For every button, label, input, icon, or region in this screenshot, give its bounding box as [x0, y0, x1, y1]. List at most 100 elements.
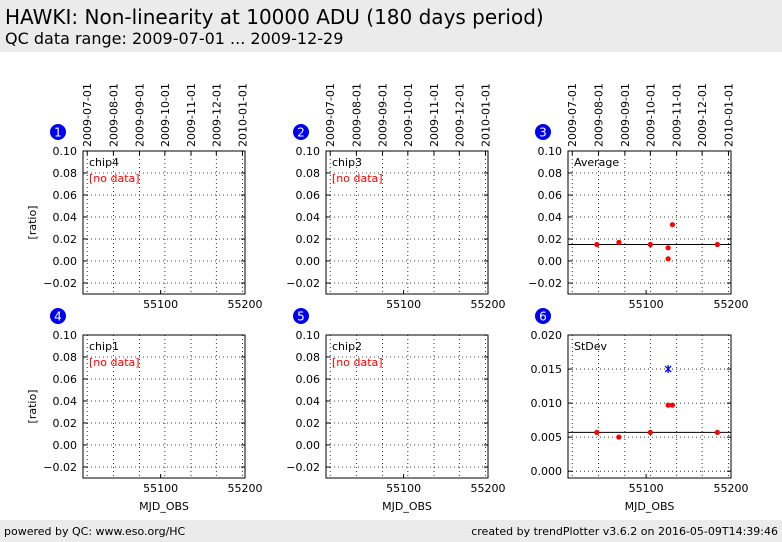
panel-5-ytick-label: −0.02: [286, 461, 320, 474]
panel-2-ytick-label: 0.00: [296, 255, 321, 268]
panel-4-xtick-label: 55100: [143, 482, 178, 495]
panel-1-date-label: 2010-01-01: [236, 83, 249, 147]
panel-6-ytick-label: 0.010: [531, 397, 563, 410]
panel-1-series-label: chip4: [89, 156, 119, 169]
panel-1-xtick-label: 55100: [143, 298, 178, 311]
panel-2-frame: [325, 150, 489, 295]
panel-4-frame: [82, 334, 246, 479]
panel-6-xlabel: MJD_OBS: [625, 500, 675, 513]
panel-2-date-label: 2009-07-01: [324, 83, 337, 147]
panel-1-date-label: 2009-09-01: [134, 83, 147, 147]
panel-1-date-label: 2009-07-01: [81, 83, 94, 147]
panel-6-data-point: [647, 429, 653, 435]
page-subtitle: QC data range: 2009-07-01 ... 2009-12-29: [5, 29, 344, 48]
panel-1-ytick-label: 0.04: [53, 211, 78, 224]
panel-5-ytick-label: 0.02: [296, 417, 321, 430]
panel-1-date-label: 2009-11-01: [185, 83, 198, 147]
panel-5-number-badge-label: 5: [297, 310, 305, 324]
panel-4-ytick-label: 0.04: [53, 395, 78, 408]
panel-2-date-label: 2009-10-01: [402, 83, 415, 147]
panel-1-frame: [82, 150, 246, 295]
panel-6-data-point: [665, 402, 671, 408]
panel-2-xtick-label: 55100: [386, 298, 421, 311]
panel-3-date-label: 2009-09-01: [619, 83, 632, 147]
panel-3-date-label: 2009-11-01: [671, 83, 684, 147]
header-bar: HAWKI: Non-linearity at 10000 ADU (180 d…: [0, 0, 782, 52]
panel-3-ytick-label: 0.10: [538, 145, 563, 158]
panel-3-xtick-label: 55100: [629, 298, 664, 311]
panel-3-ytick-label: 0.04: [538, 211, 563, 224]
panel-5-ytick-label: 0.00: [296, 439, 321, 452]
page-title: HAWKI: Non-linearity at 10000 ADU (180 d…: [5, 5, 544, 29]
panel-1-ytick-label: 0.06: [53, 189, 78, 202]
panel-6-data-point: [714, 429, 721, 435]
panel-2-ytick-label: 0.02: [296, 233, 321, 246]
panel-6-outlier-point: [664, 365, 672, 374]
panel-3-data-point: [665, 256, 671, 262]
panel-3-data-point: [616, 239, 622, 245]
panel-6-ytick-label: 0.005: [531, 431, 563, 444]
panel-3-ytick-label: 0.06: [538, 189, 563, 202]
panel-2-date-label: 2009-08-01: [350, 83, 363, 147]
panel-1-ytick-label: −0.02: [43, 277, 77, 290]
panel-6-number-badge: [535, 308, 551, 324]
panel-3-date-label: 2009-12-01: [696, 83, 709, 147]
panel-6-ytick-label: 0.020: [531, 329, 563, 342]
panel-4-xtick-label: 55200: [228, 482, 263, 495]
panel-4-series-label: chip1: [89, 340, 119, 353]
panel-5-ytick-label: 0.08: [296, 351, 321, 364]
panel-3-series-label: Average: [574, 156, 619, 169]
panel-2-series-label: chip3: [332, 156, 362, 169]
panel-5-xtick-label: 55200: [471, 482, 506, 495]
panel-1-nodata-label: [no data]: [89, 172, 140, 185]
panel-5-ytick-label: 0.04: [296, 395, 321, 408]
panel-3-data-point: [714, 241, 721, 248]
panel-2-number-badge: [293, 124, 309, 140]
footer-powered-by: powered by QC: www.eso.org/HC: [4, 525, 186, 538]
panel-3-number-badge-label: 3: [539, 126, 547, 140]
panel-1-date-label: 2009-08-01: [107, 83, 120, 147]
panel-1-date-label: 2009-12-01: [210, 83, 223, 147]
panel-3-number-badge: [535, 124, 551, 140]
panel-3-ytick-label: −0.02: [528, 277, 562, 290]
panel-3-date-label: 2009-08-01: [593, 83, 606, 147]
panel-2-number-badge-label: 2: [297, 126, 305, 140]
panel-3-date-label: 2009-10-01: [644, 83, 657, 147]
panel-5-ytick-label: 0.06: [296, 373, 321, 386]
panel-3-date-label: 2009-07-01: [566, 83, 579, 147]
panel-6-ytick-label: 0.015: [531, 363, 563, 376]
panel-1-ytick-label: 0.10: [53, 145, 78, 158]
panel-3-data-point: [647, 241, 653, 248]
panel-1-ytick-label: 0.00: [53, 255, 78, 268]
panel-5-xlabel: MJD_OBS: [382, 500, 432, 513]
panel-2-ytick-label: 0.04: [296, 211, 321, 224]
panel-6-data-point: [594, 429, 600, 435]
panel-4-ytick-label: 0.06: [53, 373, 78, 386]
panel-1-xtick-label: 55200: [228, 298, 263, 311]
panel-4-number-badge: [50, 308, 66, 324]
panel-6-ytick-label: 0.000: [531, 465, 563, 478]
panel-2-ytick-label: 0.08: [296, 167, 321, 180]
panel-4-ytick-label: −0.02: [43, 461, 77, 474]
panel-2-date-label: 2009-11-01: [428, 83, 441, 147]
panel-2-ytick-label: 0.06: [296, 189, 321, 202]
panel-3-date-label: 2010-01-01: [722, 83, 735, 147]
panel-6-data-point: [669, 402, 676, 408]
panel-5-xtick-label: 55100: [386, 482, 421, 495]
panel-3-frame: [567, 150, 732, 295]
panel-6-series-label: StDev: [574, 340, 608, 353]
panel-4-ytick-label: 0.02: [53, 417, 78, 430]
panel-4-xlabel: MJD_OBS: [139, 500, 189, 513]
panel-6-xtick-label: 55100: [629, 482, 664, 495]
panel-5-number-badge: [293, 308, 309, 324]
panel-4-ylabel: [ratio]: [26, 390, 39, 424]
panel-4-number-badge-label: 4: [54, 310, 62, 324]
panel-1-ytick-label: 0.08: [53, 167, 78, 180]
panel-1-ylabel: [ratio]: [26, 206, 39, 240]
footer-bar: powered by QC: www.eso.org/HC created by…: [0, 520, 782, 542]
panel-4-ytick-label: 0.10: [53, 329, 78, 342]
panel-5-nodata-label: [no data]: [332, 356, 383, 369]
panel-2-ytick-label: 0.10: [296, 145, 321, 158]
panel-2-ytick-label: −0.02: [286, 277, 320, 290]
